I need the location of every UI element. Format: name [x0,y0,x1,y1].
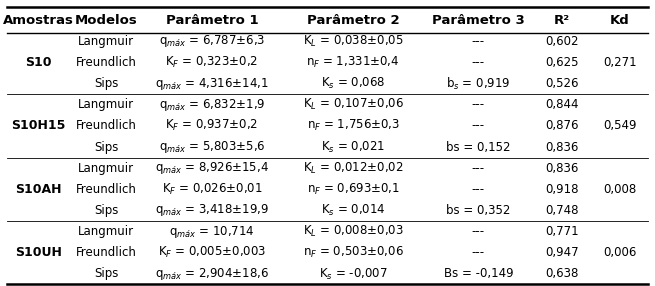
Text: Sips: Sips [94,267,119,281]
Text: 0,638: 0,638 [545,267,578,281]
Text: S10H15: S10H15 [11,119,66,132]
Text: Parâmetro 1: Parâmetro 1 [166,13,258,27]
Text: K$_{s}$ = 0,068: K$_{s}$ = 0,068 [321,76,385,91]
Text: q$_{máx}$ = 6,832±1,9: q$_{máx}$ = 6,832±1,9 [159,97,265,113]
Text: ---: --- [472,98,485,111]
Text: Sips: Sips [94,204,119,217]
Text: 0,771: 0,771 [545,225,578,238]
Text: q$_{máx}$ = 8,926±15,4: q$_{máx}$ = 8,926±15,4 [155,160,269,176]
Text: 0,625: 0,625 [545,56,578,69]
Text: K$_{F}$ = 0,026±0,01: K$_{F}$ = 0,026±0,01 [162,182,263,197]
Text: ---: --- [472,119,485,132]
Text: 0,008: 0,008 [603,183,636,196]
Text: Langmuir: Langmuir [78,225,134,238]
Text: ---: --- [472,162,485,175]
Text: ---: --- [472,35,485,48]
Text: ---: --- [472,183,485,196]
Text: Langmuir: Langmuir [78,35,134,48]
Text: 0,602: 0,602 [545,35,578,48]
Text: Freundlich: Freundlich [75,56,136,69]
Text: ---: --- [472,246,485,259]
Text: q$_{máx}$ = 10,714: q$_{máx}$ = 10,714 [169,224,255,240]
Text: K$_{L}$ = 0,008±0,03: K$_{L}$ = 0,008±0,03 [303,224,403,239]
Text: Kd: Kd [610,13,629,27]
Text: K$_{F}$ = 0,323±0,2: K$_{F}$ = 0,323±0,2 [165,55,259,70]
Text: n$_{F}$ = 1,331±0,4: n$_{F}$ = 1,331±0,4 [307,55,400,70]
Text: n$_{F}$ = 0,693±0,1: n$_{F}$ = 0,693±0,1 [307,182,400,197]
Text: K$_{L}$ = 0,012±0,02: K$_{L}$ = 0,012±0,02 [303,161,403,176]
Text: R²: R² [553,13,570,27]
Text: S10UH: S10UH [15,246,62,259]
Text: Freundlich: Freundlich [75,183,136,196]
Text: 0,836: 0,836 [545,140,578,154]
Text: Bs = -0,149: Bs = -0,149 [443,267,513,281]
Text: K$_{F}$ = 0,937±0,2: K$_{F}$ = 0,937±0,2 [165,118,259,133]
Text: 0,549: 0,549 [603,119,636,132]
Text: Parâmetro 3: Parâmetro 3 [432,13,525,27]
Text: bs = 0,352: bs = 0,352 [446,204,510,217]
Text: K$_{L}$ = 0,038±0,05: K$_{L}$ = 0,038±0,05 [303,34,403,49]
Text: 0,876: 0,876 [545,119,578,132]
Text: K$_{s}$ = -0,007: K$_{s}$ = -0,007 [319,267,388,281]
Text: Sips: Sips [94,77,119,90]
Text: Langmuir: Langmuir [78,162,134,175]
Text: K$_{L}$ = 0,107±0,06: K$_{L}$ = 0,107±0,06 [303,97,403,112]
Text: K$_{s}$ = 0,014: K$_{s}$ = 0,014 [321,203,386,218]
Text: q$_{máx}$ = 2,904±18,6: q$_{máx}$ = 2,904±18,6 [155,266,269,282]
Text: 0,526: 0,526 [545,77,578,90]
Text: ---: --- [472,225,485,238]
Text: Amostras: Amostras [3,13,74,27]
Text: n$_{F}$ = 1,756±0,3: n$_{F}$ = 1,756±0,3 [307,118,400,133]
Text: K$_{F}$ = 0,005±0,003: K$_{F}$ = 0,005±0,003 [158,245,266,260]
Text: 0,836: 0,836 [545,162,578,175]
Text: q$_{máx}$ = 3,418±19,9: q$_{máx}$ = 3,418±19,9 [155,202,269,219]
Text: b$_{s}$ = 0,919: b$_{s}$ = 0,919 [446,76,510,92]
Text: ---: --- [472,56,485,69]
Text: Modelos: Modelos [75,13,138,27]
Text: S10: S10 [26,56,52,69]
Text: bs = 0,152: bs = 0,152 [446,140,511,154]
Text: Freundlich: Freundlich [75,246,136,259]
Text: 0,006: 0,006 [603,246,636,259]
Text: q$_{máx}$ = 6,787±6,3: q$_{máx}$ = 6,787±6,3 [159,33,265,49]
Text: n$_{F}$ = 0,503±0,06: n$_{F}$ = 0,503±0,06 [303,245,403,260]
Text: 0,271: 0,271 [603,56,637,69]
Text: q$_{máx}$ = 4,316±14,1: q$_{máx}$ = 4,316±14,1 [155,76,269,92]
Text: Parâmetro 2: Parâmetro 2 [307,13,400,27]
Text: K$_{s}$ = 0,021: K$_{s}$ = 0,021 [321,140,385,154]
Text: q$_{máx}$ = 5,803±5,6: q$_{máx}$ = 5,803±5,6 [159,139,265,155]
Text: 0,947: 0,947 [545,246,578,259]
Text: Langmuir: Langmuir [78,98,134,111]
Text: S10AH: S10AH [16,183,62,196]
Text: 0,844: 0,844 [545,98,578,111]
Text: 0,748: 0,748 [545,204,578,217]
Text: 0,918: 0,918 [545,183,578,196]
Text: Sips: Sips [94,140,119,154]
Text: Freundlich: Freundlich [75,119,136,132]
